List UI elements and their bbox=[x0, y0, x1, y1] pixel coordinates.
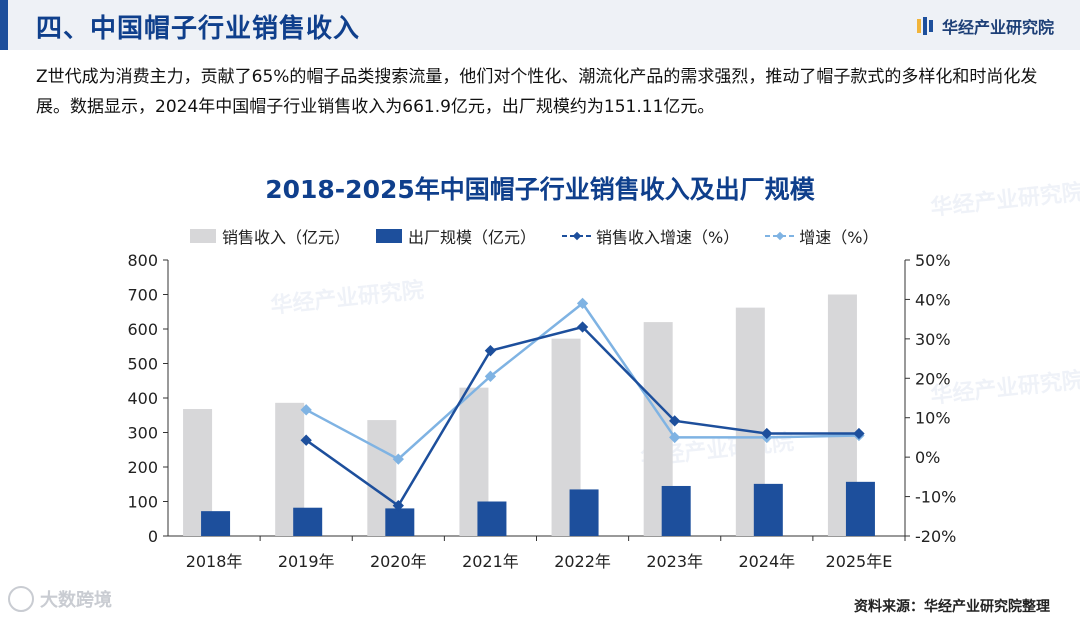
y-tick-label: 700 bbox=[127, 286, 158, 305]
header: 四、中国帽子行业销售收入 华经产业研究院 bbox=[0, 0, 1080, 50]
legend-line-output-growth bbox=[765, 231, 796, 241]
y-tick-label: 400 bbox=[127, 389, 158, 408]
x-tick-label: 2018年 bbox=[186, 552, 243, 571]
x-tick-label: 2023年 bbox=[646, 552, 703, 571]
watermark-logo-text: 大数跨境 bbox=[40, 590, 112, 611]
y2-tick-label: 20% bbox=[915, 369, 951, 388]
y2-tick-label: 30% bbox=[915, 330, 951, 349]
bar-output bbox=[753, 483, 783, 536]
y-tick-label: 200 bbox=[127, 458, 158, 477]
growth-rate-point bbox=[300, 404, 312, 416]
legend-item-revenue-growth: 销售收入增速（%） bbox=[562, 224, 739, 248]
chart-title: 2018-2025年中国帽子行业销售收入及出厂规模 bbox=[265, 175, 815, 204]
y-tick-label: 500 bbox=[127, 355, 158, 374]
legend-item-revenue: 销售收入（亿元） bbox=[190, 224, 350, 248]
legend-swatch-revenue bbox=[190, 229, 216, 243]
y2-tick-label: 10% bbox=[915, 409, 951, 428]
page-title: 四、中国帽子行业销售收入 bbox=[36, 14, 361, 44]
revenue-growth-point bbox=[853, 427, 865, 440]
legend-swatch-output bbox=[376, 229, 403, 243]
growth-rate-point bbox=[576, 297, 589, 310]
legend-item-output: 出厂规模（亿元） bbox=[376, 224, 536, 248]
y2-tick-label: 40% bbox=[915, 290, 951, 309]
brand-logo-icon bbox=[916, 17, 933, 35]
legend-label-output-growth: 增速（%） bbox=[799, 228, 879, 247]
legend-item-output-growth: 增速（%） bbox=[765, 224, 878, 248]
y2-tick-label: -10% bbox=[915, 488, 956, 507]
bar-output bbox=[569, 489, 599, 536]
bar-output bbox=[293, 507, 323, 536]
source-note: 资料来源：华经产业研究院整理 bbox=[854, 599, 1050, 615]
y-tick-label: 100 bbox=[127, 493, 158, 512]
revenue-growth-point bbox=[669, 415, 681, 427]
revenue-growth-point bbox=[576, 321, 589, 333]
y-tick-label: 0 bbox=[148, 527, 158, 546]
bar-output bbox=[661, 485, 691, 536]
x-tick-label: 2024年 bbox=[738, 552, 795, 571]
y-tick-label: 800 bbox=[127, 251, 158, 270]
brand: 华经产业研究院 bbox=[916, 14, 1054, 38]
bar-output bbox=[201, 511, 231, 536]
brand-name: 华经产业研究院 bbox=[941, 18, 1054, 37]
x-tick-label: 2025年E bbox=[826, 552, 893, 571]
bar-output bbox=[477, 501, 507, 536]
y-tick-label: 300 bbox=[127, 424, 158, 443]
growth-rate-point bbox=[669, 431, 681, 444]
legend-label-revenue-growth: 销售收入增速（%） bbox=[596, 228, 740, 247]
legend-line-revenue-growth bbox=[562, 231, 593, 241]
revenue-growth-point bbox=[761, 427, 773, 440]
x-tick-label: 2020年 bbox=[370, 552, 427, 571]
growth-rate-point bbox=[392, 453, 404, 465]
revenue-growth-point bbox=[484, 345, 497, 357]
revenue-growth-point bbox=[300, 434, 312, 446]
legend-label-output: 出厂规模（亿元） bbox=[408, 228, 537, 247]
growth-rate-point bbox=[484, 370, 497, 382]
chart-legend: 销售收入（亿元） 出厂规模（亿元） 销售收入增速（%） 增速（%） bbox=[190, 224, 904, 248]
y2-tick-label: -20% bbox=[915, 527, 956, 546]
y2-tick-label: 0% bbox=[915, 448, 940, 467]
x-tick-label: 2021年 bbox=[462, 552, 519, 571]
y2-tick-label: 50% bbox=[915, 251, 951, 270]
legend-label-revenue: 销售收入（亿元） bbox=[222, 228, 351, 247]
y-tick-label: 600 bbox=[127, 320, 158, 339]
x-tick-label: 2022年 bbox=[554, 552, 611, 571]
revenue-growth-point bbox=[392, 499, 404, 512]
intro-text: Z世代成为消费主力，贡献了65%的帽子品类搜索流量，他们对个性化、潮流化产品的需… bbox=[36, 67, 1038, 117]
bar-output bbox=[385, 508, 415, 536]
x-tick-label: 2019年 bbox=[278, 552, 335, 571]
watermark-logo: 大数跨境 bbox=[8, 586, 112, 612]
header-accent-bar bbox=[0, 0, 8, 50]
bar-output bbox=[845, 481, 875, 536]
watermark-logo-icon bbox=[8, 586, 34, 612]
